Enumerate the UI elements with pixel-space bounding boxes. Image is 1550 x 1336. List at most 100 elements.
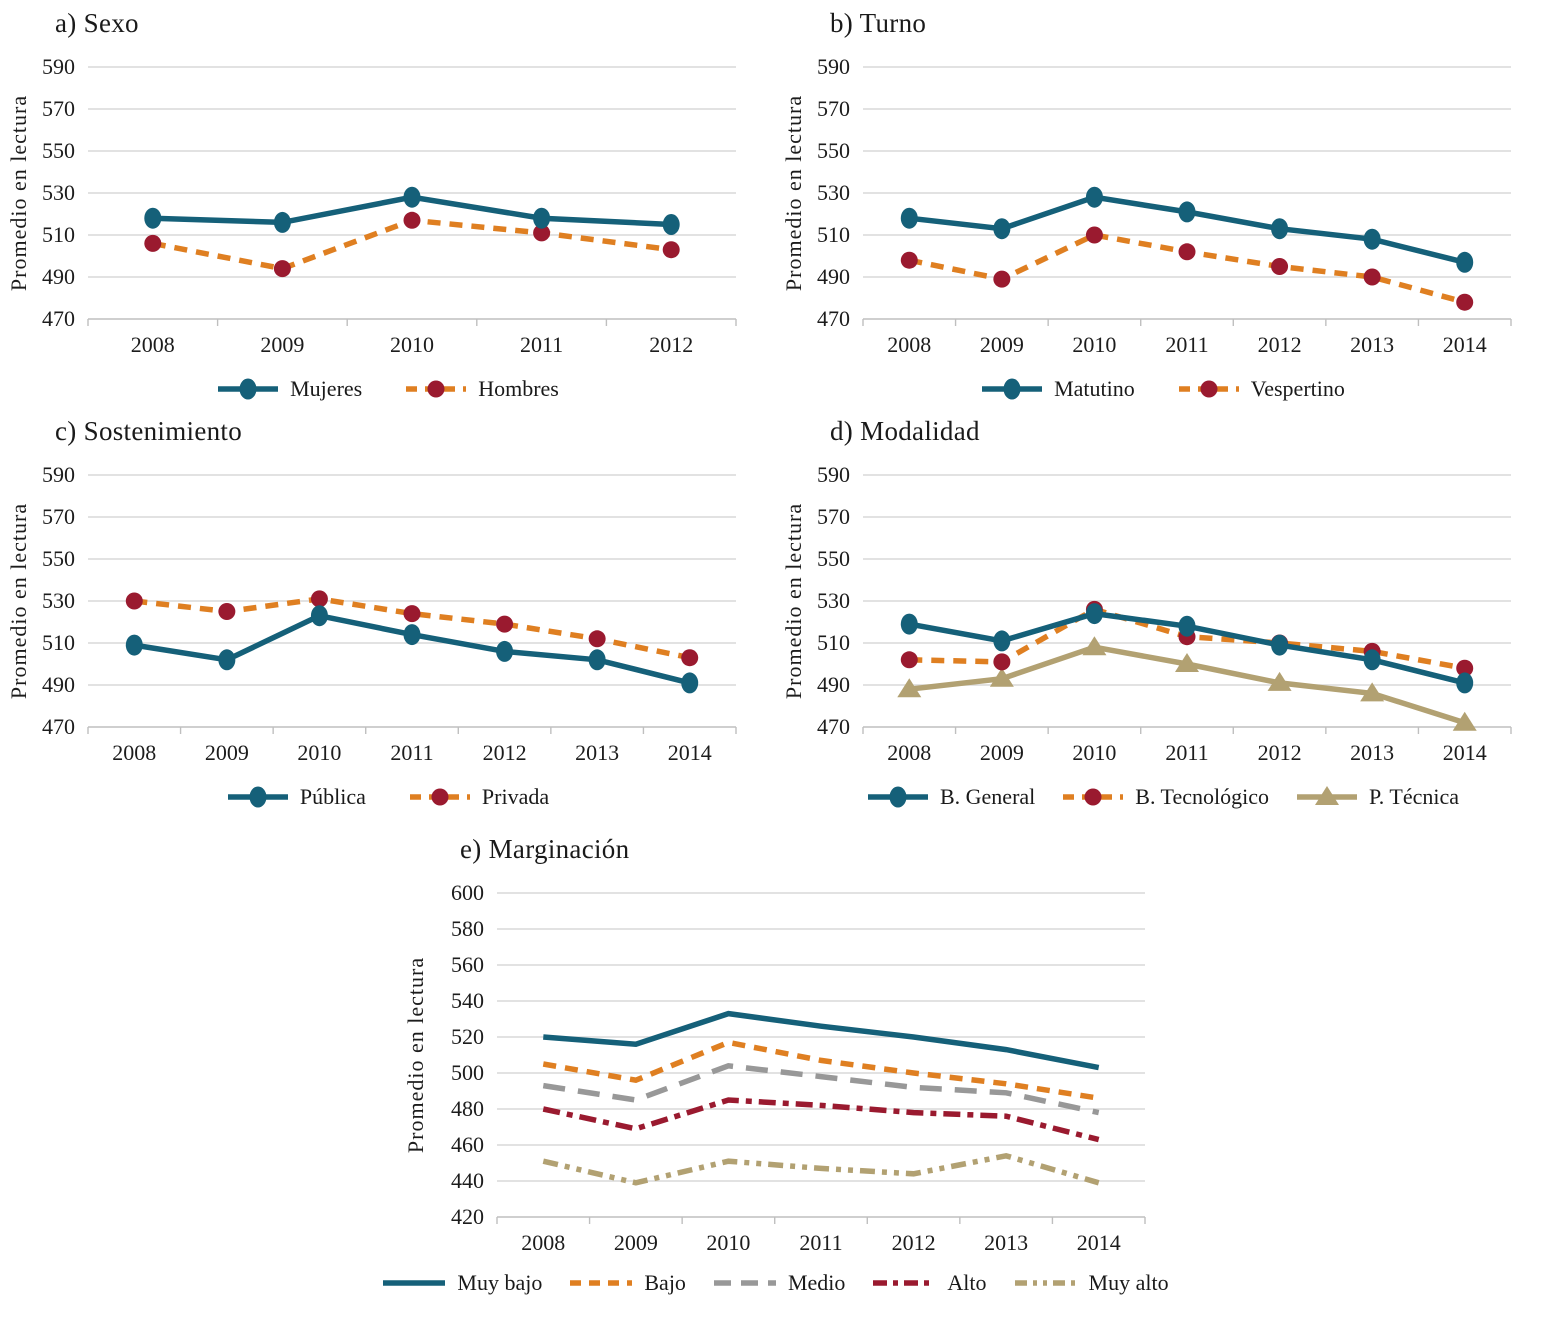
legend-swatch-muy-alto: [1014, 1280, 1077, 1286]
y-tick-label: 510: [42, 630, 75, 655]
x-tick-label: 2008: [112, 740, 156, 765]
legend-item-vespertino: Vespertino: [1177, 376, 1345, 402]
y-tick-label: 590: [817, 54, 850, 79]
legend-marker-sample: [431, 788, 449, 806]
data-point-b-general-2009: [993, 630, 1011, 652]
chart-title-sexo: a) Sexo: [55, 8, 139, 38]
y-tick-label: 480: [451, 1096, 484, 1121]
legend-item-matutino: Matutino: [980, 376, 1135, 402]
legend-label-medio: Medio: [787, 1270, 846, 1295]
legend-label-b-general: B. General: [939, 784, 1036, 809]
legend-item-mujeres: Mujeres: [216, 376, 362, 402]
legend-marker-sample: [427, 380, 445, 398]
y-tick-label: 520: [451, 1024, 484, 1049]
legend-item-privada: Privada: [408, 784, 549, 810]
data-point-privada-2010: [310, 590, 328, 608]
chart-plot-sexo: 590 570 550 530 510 490 470 2008 2009 2010 2011 201…: [6, 45, 775, 374]
data-point-p-tecnica-2013: [1360, 682, 1385, 702]
x-tick-label: 2014: [1077, 1230, 1121, 1255]
legend-swatch-b-tecnologico: [1063, 788, 1124, 806]
y-tick-label: 490: [817, 264, 850, 289]
legend-marker-sample: [1084, 788, 1102, 806]
x-tick-label: 2010: [1072, 332, 1116, 357]
gridlines: 590 570 550 530 510 490 470 2008 2009 2010 2011 201…: [817, 462, 1512, 765]
legend-label-b-tecnologico: B. Tecnológico: [1135, 784, 1269, 809]
x-tick-label: 2014: [1443, 332, 1487, 357]
data-point-hombres-2010: [403, 211, 421, 229]
y-axis-title: Promedio en lectura: [783, 95, 806, 291]
data-point-matutino-2009: [993, 218, 1011, 240]
y-tick-label: 570: [42, 96, 75, 121]
series-line-muy-alto: [542, 1152, 1100, 1186]
legend-item-b-tecnologico: B. Tecnológico: [1061, 784, 1269, 810]
data-point-mujeres-2009: [273, 211, 291, 233]
series-vespertino: [900, 226, 1474, 311]
legend-item-p-tecnica: P. Técnica: [1295, 784, 1459, 810]
legend-swatch-mujeres: [218, 378, 279, 400]
x-tick-label: 2014: [668, 740, 712, 765]
data-point-matutino-2010: [1085, 186, 1103, 208]
charts-row-3: e) Marginación 600 580 560 540 520 500 480 460 4…: [0, 810, 1550, 1296]
legend-marker-sample: [1200, 380, 1218, 398]
data-point-publica-2009: [218, 649, 236, 671]
chart-card-sexo: a) Sexo 590 570 550 530 510 490 470 2008 2009 201…: [0, 0, 775, 402]
x-tick-label: 2008: [887, 332, 931, 357]
x-tick-label: 2008: [521, 1230, 565, 1255]
legend-label-privada: Privada: [481, 784, 550, 809]
data-point-matutino-2012: [1271, 218, 1289, 240]
data-point-publica-2014: [681, 672, 699, 694]
data-point-privada-2011: [403, 605, 421, 623]
y-tick-label: 530: [817, 588, 850, 613]
legend-marker-sample: [239, 378, 257, 400]
data-point-publica-2011: [403, 624, 421, 646]
y-tick-label: 510: [817, 222, 850, 247]
data-point-p-tecnica-2010: [1082, 636, 1107, 656]
series-line-medio: [542, 1062, 1100, 1116]
x-tick-label: 2010: [706, 1230, 750, 1255]
y-tick-label: 530: [42, 180, 75, 205]
legend-swatch-alto: [873, 1280, 936, 1286]
y-axis-title: Promedio en lectura: [8, 95, 31, 291]
chart-plot-marginacion: 600 580 560 540 520 500 480 460 440 420 2008 2009 20…: [403, 871, 1185, 1268]
chart-d-svg: 590 570 550 530 510 490 470 2008 2009 2010 2011 201…: [781, 462, 1512, 765]
y-tick-label: 570: [42, 504, 75, 529]
data-point-mujeres-2008: [144, 207, 162, 229]
series-mujeres: [144, 186, 680, 235]
chart-card-turno: b) Turno 590 570 550 530 510 490 470 2008 2009 20…: [775, 0, 1550, 402]
legend-swatch-vespertino: [1178, 380, 1239, 398]
data-point-b-general-2010: [1085, 603, 1103, 625]
legend-marker-sample: [249, 786, 267, 808]
chart-title-modalidad: d) Modalidad: [830, 416, 980, 446]
y-axis-title: Promedio en lectura: [8, 503, 31, 699]
data-point-matutino-2008: [900, 207, 918, 229]
y-tick-label: 550: [42, 546, 75, 571]
chart-card-modalidad: d) Modalidad 590 570 550 530 510 490 470 2008 20…: [775, 402, 1550, 810]
legend-swatch-medio: [713, 1280, 776, 1286]
x-tick-label: 2011: [1165, 740, 1208, 765]
chart-legend-turno: Matutino Vespertino: [775, 376, 1550, 402]
legend-label-muy-alto: Muy alto: [1088, 1270, 1169, 1295]
y-tick-label: 490: [42, 264, 75, 289]
data-point-matutino-2011: [1178, 201, 1196, 223]
data-point-privada-2014: [681, 649, 699, 667]
series-line-alto: [542, 1097, 1100, 1143]
y-tick-label: 560: [451, 952, 484, 977]
x-tick-label: 2010: [390, 332, 434, 357]
series-muy-bajo: [543, 1010, 1100, 1071]
x-tick-label: 2012: [892, 1230, 936, 1255]
y-tick-label: 590: [42, 54, 75, 79]
y-tick-label: 470: [817, 306, 850, 331]
y-tick-label: 420: [451, 1204, 484, 1229]
x-tick-label: 2014: [1443, 740, 1487, 765]
series-publica: [125, 605, 699, 694]
data-point-p-tecnica-2012: [1267, 671, 1292, 691]
data-point-matutino-2013: [1363, 228, 1381, 250]
data-point-b-tecnologico-2009: [993, 653, 1011, 671]
data-point-publica-2008: [125, 634, 143, 656]
chart-c-svg: 590 570 550 530 510 490 470 2008 2009 2010 2011 201…: [6, 462, 737, 765]
chart-e-svg: 600 580 560 540 520 500 480 460 440 420 2008 2009 20…: [403, 880, 1146, 1255]
x-tick-label: 2008: [887, 740, 931, 765]
legend-item-medio: Medio: [712, 1270, 845, 1296]
y-tick-label: 490: [42, 672, 75, 697]
y-tick-label: 540: [451, 988, 484, 1013]
